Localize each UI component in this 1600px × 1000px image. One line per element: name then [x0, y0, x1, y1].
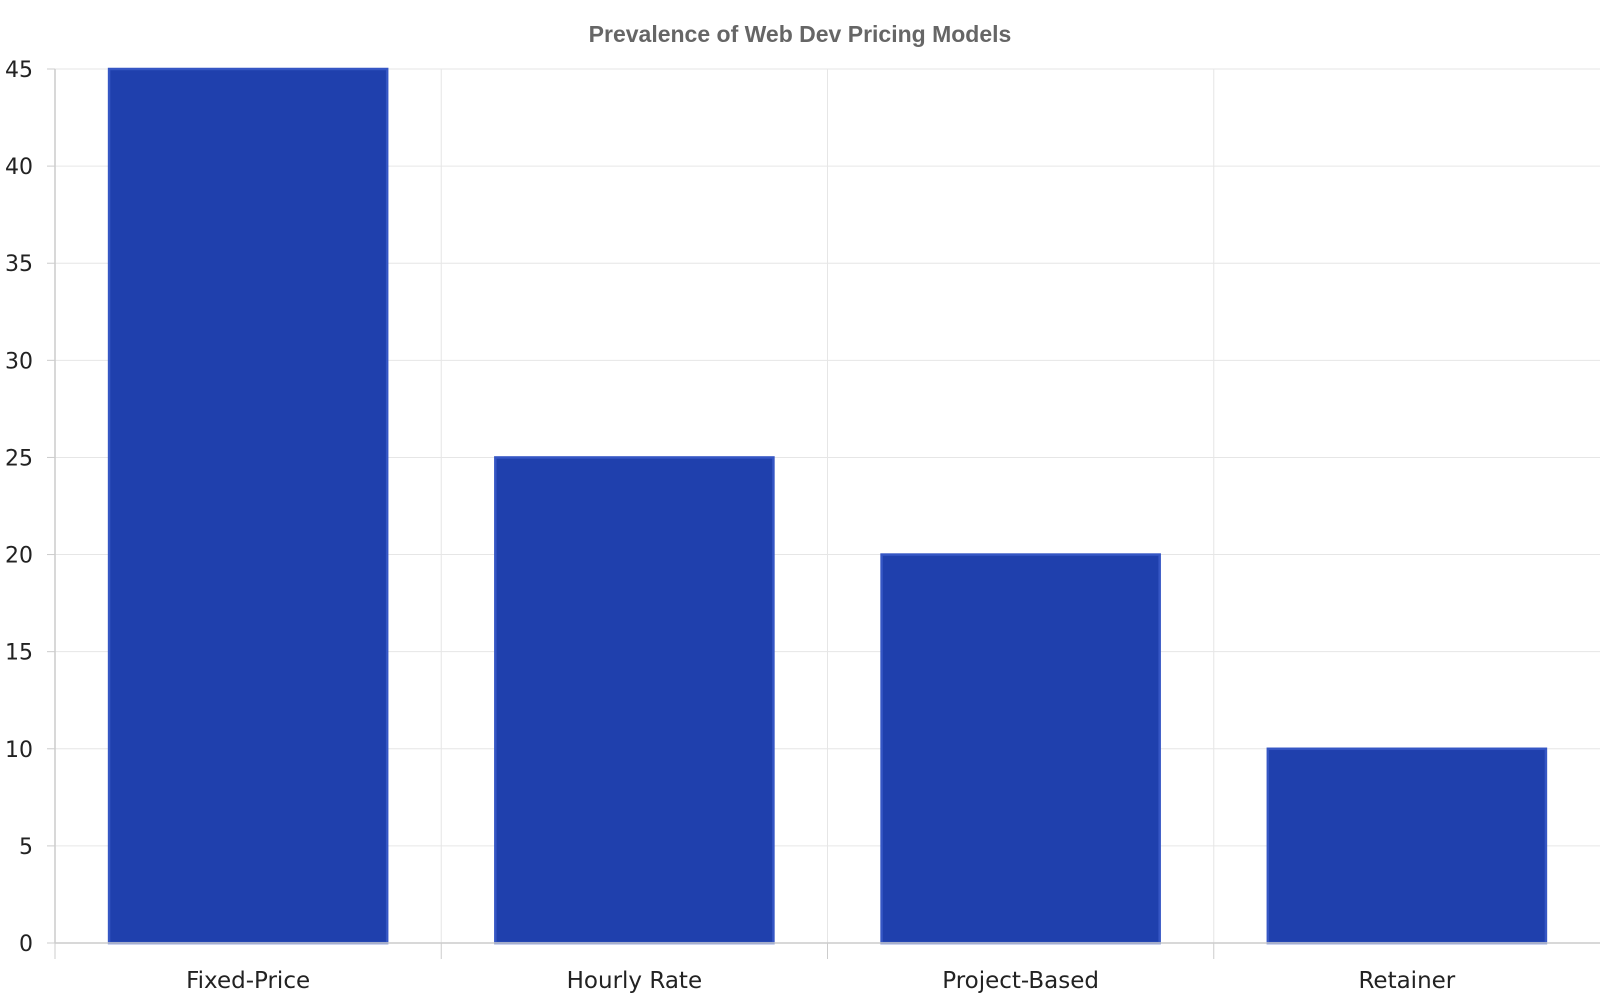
x-category-label: Project-Based [942, 968, 1099, 994]
bar-layer [107, 67, 1548, 945]
x-category-label: Fixed-Price [186, 968, 310, 994]
y-tick-label: 30 [5, 349, 33, 374]
y-tick-label: 5 [19, 835, 33, 860]
y-tick-label: 20 [5, 544, 33, 569]
bar-project-based [880, 553, 1161, 945]
y-tick-label: 35 [5, 252, 33, 277]
bar-retainer [1266, 747, 1548, 945]
bar-hourly-rate [494, 456, 775, 945]
x-category-label: Retainer [1358, 968, 1455, 994]
y-tick-label: 40 [5, 155, 33, 180]
bar-fixed-price [107, 67, 389, 945]
axis-layer [47, 68, 1600, 959]
y-tick-label: 45 [5, 58, 33, 83]
chart-title: Prevalence of Web Dev Pricing Models [589, 21, 1012, 47]
x-category-label: Hourly Rate [567, 968, 702, 994]
y-tick-label: 0 [19, 932, 33, 957]
y-tick-label: 10 [5, 738, 33, 763]
y-tick-label: 15 [5, 641, 33, 666]
label-layer: 0 5 10 15 20 25 30 35 40 45 Fixed-Price Hourly Rate… [5, 58, 1456, 994]
y-tick-label: 25 [5, 446, 33, 471]
